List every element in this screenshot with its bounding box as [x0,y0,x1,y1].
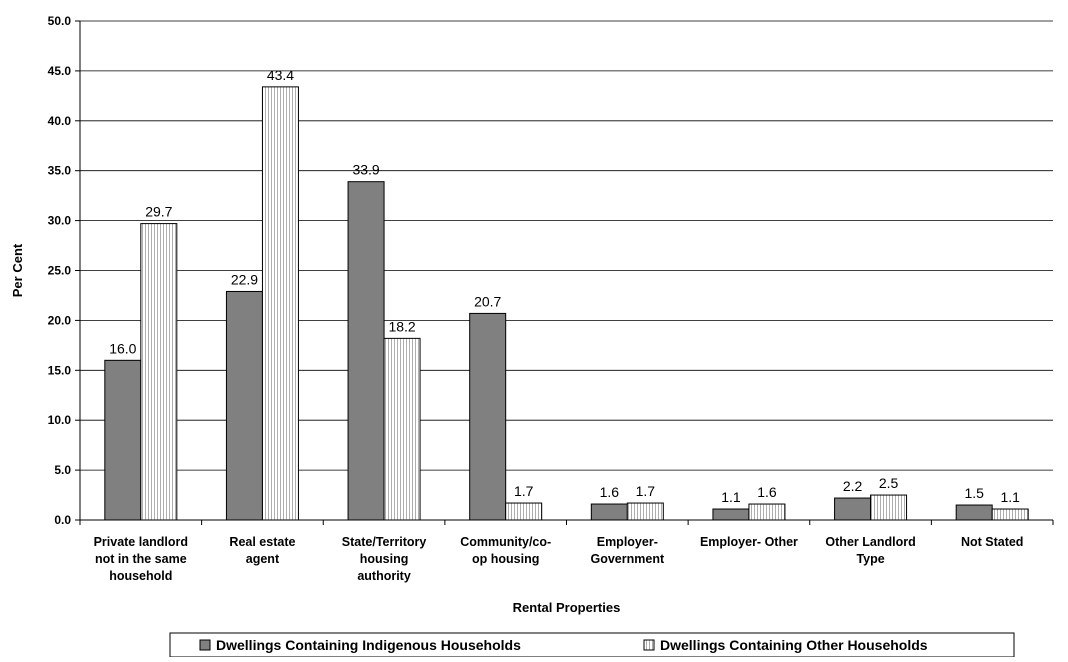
plot-area: 0.0 5.0 10.0 15.0 20.0 25.0 30.0 35.0 40.0 45.0 50… [10,14,1054,658]
x-tick-label: State/Territory housing authority [342,535,427,583]
bar-other [991,508,1029,521]
bar-other [383,337,421,521]
y-tick-label: 25.0 [48,264,72,278]
x-tick-label: Community/co-op housing [460,535,551,566]
data-label: 1.7 [514,483,534,499]
data-label: 43.4 [267,67,294,83]
x-tick-label: Employer- Other [700,535,798,549]
bar-indigenous [590,503,628,521]
bar-indigenous [469,312,507,521]
data-label: 1.1 [721,489,741,505]
x-tick-label: Private landlord not in the same household [94,535,188,583]
y-tick-label: 35.0 [48,164,72,178]
y-tick-label: 15.0 [48,363,72,377]
bar-indigenous [955,504,993,521]
y-tick-label: 20.0 [48,313,72,327]
legend-label: Dwellings Containing Other Households [660,637,928,653]
legend-swatch-indigenous [199,639,211,651]
x-tick-label: Employer-Government [590,535,664,566]
bar-other [140,223,178,521]
data-label: 2.2 [843,478,863,494]
bar-other [261,86,299,521]
y-tick-label: 50.0 [48,14,72,28]
y-tick-label: 45.0 [48,64,72,78]
data-label: 1.6 [600,484,620,500]
data-label: 2.5 [879,475,899,491]
bar-indigenous [104,359,142,521]
x-tick-label: Real estate agent [229,535,295,566]
bar-other [870,494,908,521]
bar-indigenous [712,508,750,521]
data-label: 1.6 [757,484,777,500]
x-tick-label: Other Landlord Type [825,535,915,566]
data-label: 18.2 [388,318,415,334]
y-tick-label: 0.0 [54,513,71,527]
x-tick-label: Not Stated [961,535,1024,549]
data-label: 1.5 [964,485,984,501]
data-label: 1.1 [1000,489,1020,505]
data-label: 33.9 [352,162,379,178]
y-axis-title: Per Cent [10,243,25,297]
data-label: 16.0 [109,340,136,356]
bar-other [626,502,664,521]
y-tick-label: 10.0 [48,413,72,427]
data-label: 29.7 [145,204,172,220]
bar-indigenous [225,290,263,521]
bar-other [748,503,786,521]
bar-indigenous [834,497,872,521]
legend-label: Dwellings Containing Indigenous Househol… [216,637,521,653]
data-label: 20.7 [474,293,501,309]
bar-indigenous [347,181,385,521]
x-axis-title: Rental Properties [513,600,621,615]
data-label: 1.7 [636,483,656,499]
y-tick-label: 40.0 [48,114,72,128]
legend [169,632,1015,658]
y-tick-label: 30.0 [48,214,72,228]
y-tick-label: 5.0 [54,463,71,477]
legend-swatch-other [643,639,655,651]
data-label: 22.9 [231,271,258,287]
bar-other [505,502,543,521]
